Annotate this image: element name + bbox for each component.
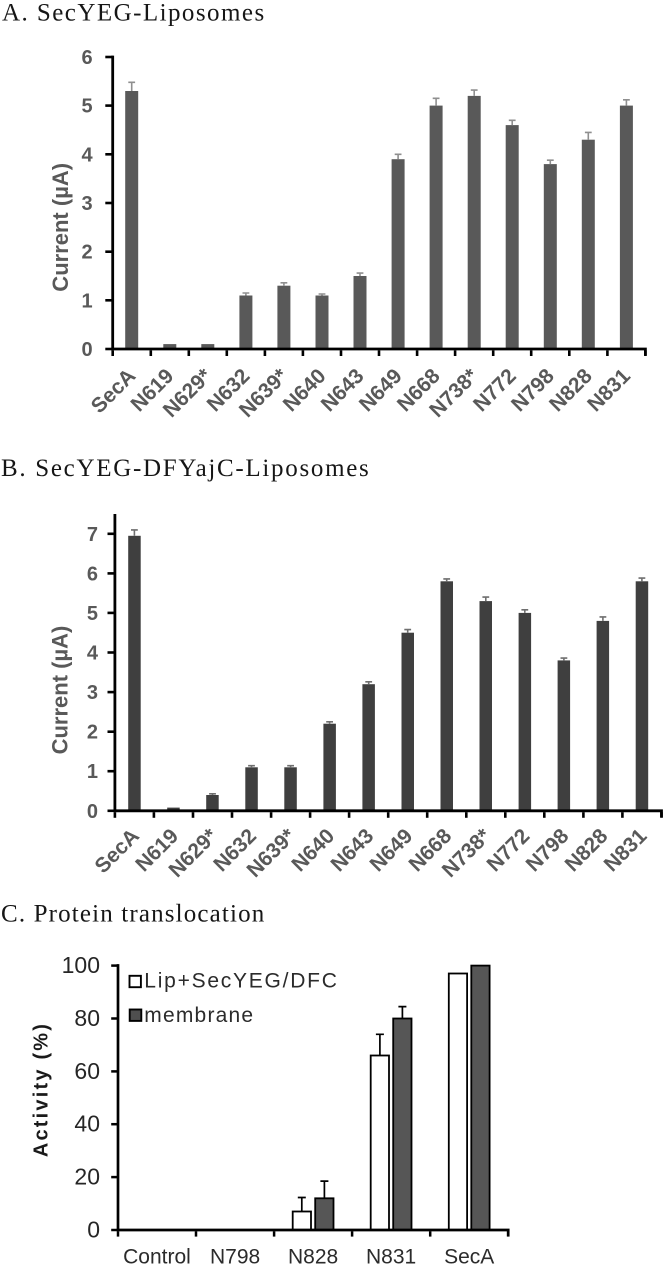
svg-text:N831: N831 (366, 1246, 416, 1268)
svg-text:6: 6 (81, 47, 92, 69)
svg-text:4: 4 (81, 144, 93, 166)
svg-text:2: 2 (87, 722, 98, 744)
svg-text:40: 40 (74, 1111, 100, 1137)
svg-text:C. Protein translocation: C. Protein translocation (1, 900, 265, 927)
svg-text:100: 100 (62, 952, 100, 978)
svg-text:5: 5 (87, 603, 98, 625)
svg-text:1: 1 (87, 761, 98, 783)
svg-text:Current (µA): Current (µA) (48, 163, 73, 292)
svg-text:3: 3 (81, 193, 92, 215)
svg-text:7: 7 (87, 524, 98, 546)
svg-text:80: 80 (74, 1005, 100, 1031)
svg-text:0: 0 (81, 339, 92, 361)
svg-text:SecA: SecA (444, 1246, 494, 1268)
svg-text:20: 20 (74, 1164, 100, 1190)
svg-text:0: 0 (87, 801, 98, 823)
svg-text:Lip+SecYEG/DFC: Lip+SecYEG/DFC (144, 970, 338, 993)
svg-text:membrane: membrane (144, 1004, 254, 1027)
svg-text:Activity (%): Activity (%) (31, 1022, 53, 1157)
svg-text:6: 6 (87, 563, 98, 585)
svg-text:Control: Control (123, 1246, 191, 1268)
svg-text:5: 5 (81, 96, 92, 118)
svg-text:N828: N828 (288, 1246, 338, 1268)
svg-text:B. SecYEG-DFYajC-Liposomes: B. SecYEG-DFYajC-Liposomes (1, 455, 370, 482)
svg-text:2: 2 (81, 242, 92, 264)
svg-text:60: 60 (74, 1058, 100, 1084)
svg-text:N798: N798 (210, 1246, 260, 1268)
svg-text:Current (µA): Current (µA) (48, 626, 73, 755)
svg-text:4: 4 (87, 643, 99, 665)
svg-text:1: 1 (81, 290, 92, 312)
svg-text:A. SecYEG-Liposomes: A. SecYEG-Liposomes (2, 0, 266, 26)
svg-text:3: 3 (87, 682, 98, 704)
svg-text:0: 0 (87, 1216, 100, 1242)
